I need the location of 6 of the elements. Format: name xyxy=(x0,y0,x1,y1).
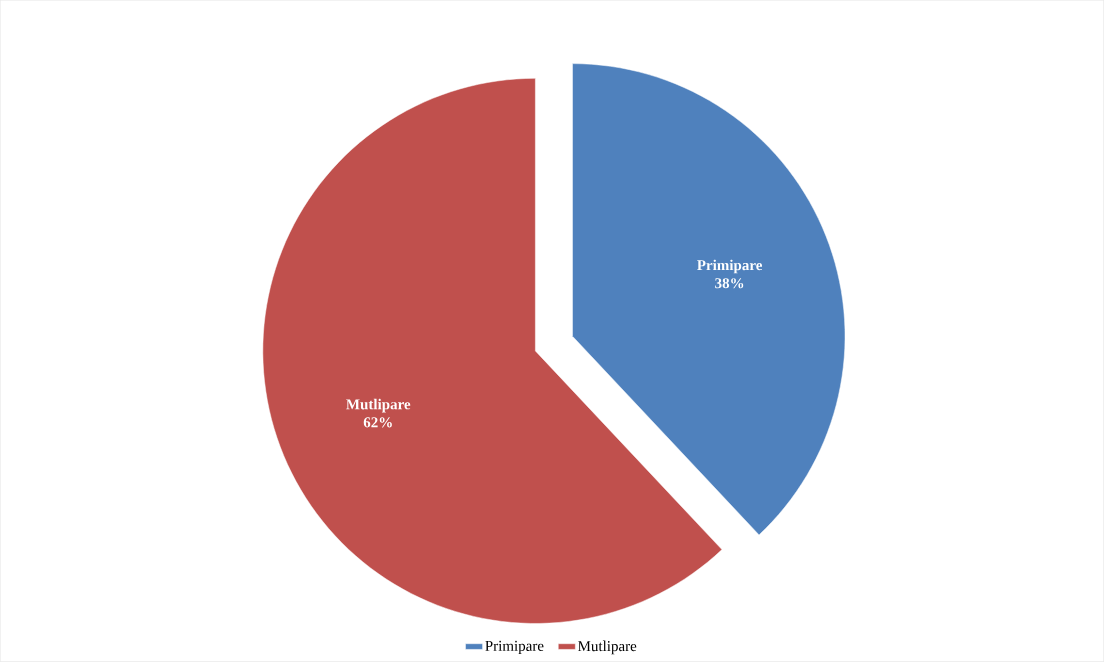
slice-label: Primipare xyxy=(697,259,763,274)
legend-label: Mutlipare xyxy=(578,640,637,655)
legend-label: Primipare xyxy=(485,640,544,655)
data-label: 62% xyxy=(363,417,392,428)
data-label: 38% xyxy=(715,278,744,289)
slice-label: Mutlipare xyxy=(346,398,411,413)
